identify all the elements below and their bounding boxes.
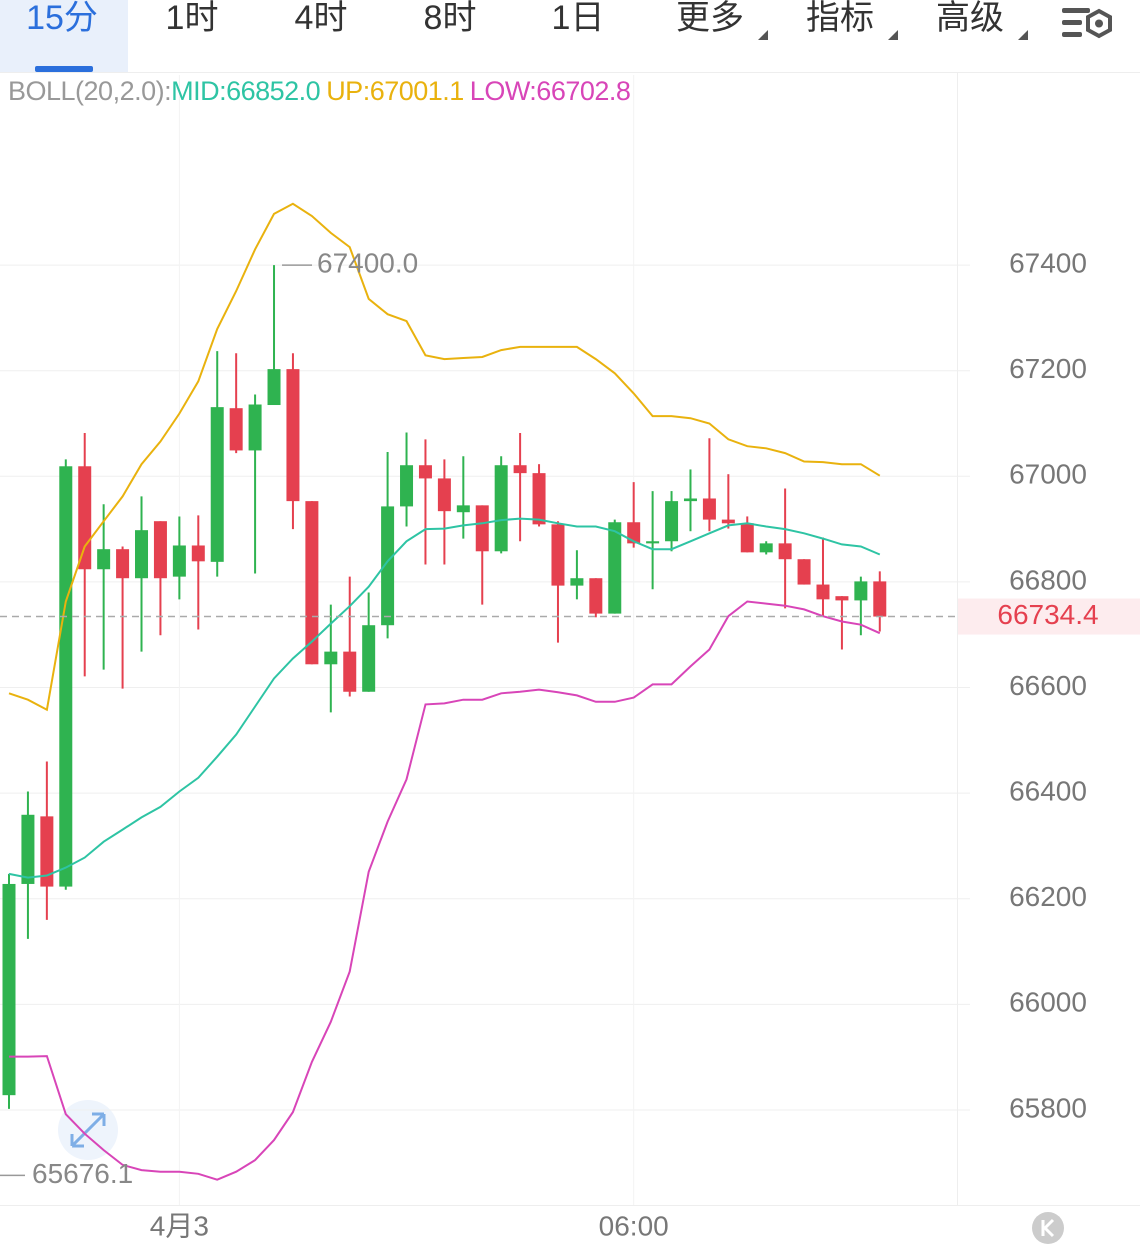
expand-button[interactable]	[58, 1100, 118, 1160]
grid: 65800 66000 66200 66400 66600 66800 67000 67200…	[0, 75, 1087, 1241]
candle-body	[21, 814, 35, 884]
toolbar	[0, 0, 1140, 72]
x-tick-label: 4月3	[150, 1210, 209, 1241]
candle-body	[778, 543, 792, 560]
candle-body	[362, 625, 376, 692]
candle-body	[437, 478, 451, 512]
candle-body	[210, 407, 224, 562]
indicator-legend: BOLL(20,2.0):MID:66852.0 UP:67001.1 LOW:66…	[8, 76, 636, 107]
tab[interactable]: 更多	[676, 0, 744, 37]
candle-body	[229, 408, 243, 451]
tab[interactable]: 1日	[552, 0, 605, 37]
active-tab-bg	[0, 0, 128, 72]
y-tick-label: 66000	[1009, 987, 1087, 1018]
candle-body	[2, 883, 16, 1096]
candle-body	[835, 596, 849, 601]
candle-body	[683, 498, 697, 502]
candle-body	[702, 498, 716, 520]
candle-body	[456, 505, 470, 513]
candle-body	[418, 465, 432, 479]
y-tick-label: 66800	[1009, 564, 1087, 595]
candle-body	[570, 578, 584, 586]
tab[interactable]: 4时	[295, 0, 348, 37]
candle-body	[646, 541, 660, 544]
boll-line	[8, 202, 881, 712]
y-tick-label: 67000	[1009, 459, 1087, 490]
candle-body	[267, 369, 281, 406]
y-tick-label: 66200	[1009, 881, 1087, 912]
current-price-tag	[958, 598, 1140, 635]
candle-body	[627, 522, 641, 544]
dropdown-arrow	[758, 30, 768, 40]
legend-item: MID:66852.0	[171, 76, 321, 106]
tab[interactable]: 8时	[424, 0, 477, 37]
dropdown-arrow	[1018, 30, 1028, 40]
candle-body	[286, 369, 300, 502]
candle-body	[324, 651, 338, 665]
candle-body	[475, 505, 489, 552]
y-tick-label: 67400	[1009, 247, 1087, 278]
candle-body	[721, 519, 735, 524]
tab[interactable]: 15分	[26, 0, 98, 37]
current-price-label: 66734.4	[997, 599, 1098, 630]
candle-body	[797, 559, 811, 585]
candle-body	[513, 465, 527, 474]
candle-body	[248, 404, 262, 451]
candle-body	[665, 501, 679, 542]
tabs: 15分 1时 4时 8时 1日 更多 指标 高级	[26, 0, 1004, 37]
active-tab-indicator	[35, 66, 93, 72]
candle-body	[532, 473, 546, 525]
candle-body	[400, 465, 414, 507]
min-label: 65676.1	[32, 1158, 133, 1189]
scroll-to-latest-button[interactable]	[1032, 1212, 1064, 1244]
candle-body	[59, 466, 73, 887]
tab[interactable]: 指标	[806, 0, 874, 37]
y-tick-label: 66600	[1009, 670, 1087, 701]
candle-body	[381, 506, 395, 626]
candle-body	[343, 651, 357, 692]
x-tick-label: 06:00	[599, 1210, 669, 1241]
boll-line	[9, 600, 881, 1181]
candle-body	[589, 578, 603, 614]
candle-body	[191, 545, 205, 562]
y-tick-label: 67200	[1009, 353, 1087, 384]
legend-item: UP:67001.1	[326, 76, 464, 106]
settings-icon[interactable]	[1062, 8, 1112, 39]
plot: 67400.0 65676.1 66734.4	[0, 202, 1140, 1189]
y-tick-label: 66400	[1009, 776, 1087, 807]
candle-body	[854, 581, 868, 601]
y-tick-label: 65800	[1009, 1092, 1087, 1123]
candle-body	[78, 466, 92, 570]
candle-body	[816, 584, 830, 600]
legend-item: LOW:66702.8	[469, 76, 631, 106]
candle-body	[305, 501, 319, 665]
candle-body	[116, 549, 130, 579]
tab[interactable]: 高级	[936, 0, 1004, 37]
max-label: 67400.0	[317, 247, 418, 278]
dropdown-arrow	[888, 30, 898, 40]
tab[interactable]: 1时	[166, 0, 219, 37]
candle-body	[97, 549, 111, 570]
candle-body	[608, 522, 622, 614]
candle-body	[135, 530, 149, 579]
candle-body	[551, 524, 565, 586]
boll-line	[8, 517, 881, 879]
indicator-name: BOLL(20,2.0):	[8, 76, 172, 106]
candle-body	[740, 523, 754, 553]
candle-body	[172, 545, 186, 577]
candle-body	[759, 543, 773, 553]
candle-body	[494, 465, 508, 552]
candle-body	[153, 521, 167, 579]
candle-body	[873, 581, 887, 617]
candle-body	[40, 816, 54, 887]
